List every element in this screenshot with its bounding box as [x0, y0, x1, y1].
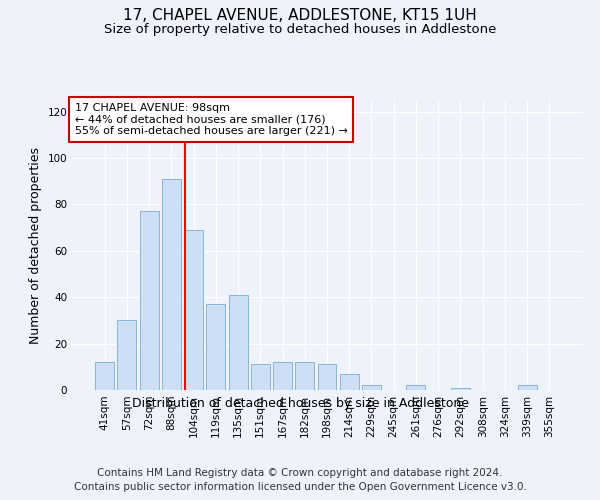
Bar	[229, 295, 248, 390]
Text: Contains HM Land Registry data © Crown copyright and database right 2024.: Contains HM Land Registry data © Crown c…	[97, 468, 503, 477]
Text: 17, CHAPEL AVENUE, ADDLESTONE, KT15 1UH: 17, CHAPEL AVENUE, ADDLESTONE, KT15 1UH	[123, 8, 477, 22]
Bar	[295, 362, 314, 390]
Bar	[273, 362, 292, 390]
Bar	[206, 304, 225, 390]
Bar	[184, 230, 203, 390]
Y-axis label: Number of detached properties: Number of detached properties	[29, 146, 42, 344]
Bar	[518, 386, 536, 390]
Bar	[340, 374, 359, 390]
Text: Contains public sector information licensed under the Open Government Licence v3: Contains public sector information licen…	[74, 482, 526, 492]
Text: 17 CHAPEL AVENUE: 98sqm
← 44% of detached houses are smaller (176)
55% of semi-d: 17 CHAPEL AVENUE: 98sqm ← 44% of detache…	[74, 103, 347, 136]
Bar	[451, 388, 470, 390]
Bar	[406, 386, 425, 390]
Bar	[118, 320, 136, 390]
Bar	[162, 179, 181, 390]
Bar	[251, 364, 270, 390]
Text: Distribution of detached houses by size in Addlestone: Distribution of detached houses by size …	[131, 398, 469, 410]
Bar	[362, 386, 381, 390]
Text: Size of property relative to detached houses in Addlestone: Size of property relative to detached ho…	[104, 22, 496, 36]
Bar	[317, 364, 337, 390]
Bar	[140, 212, 158, 390]
Bar	[95, 362, 114, 390]
